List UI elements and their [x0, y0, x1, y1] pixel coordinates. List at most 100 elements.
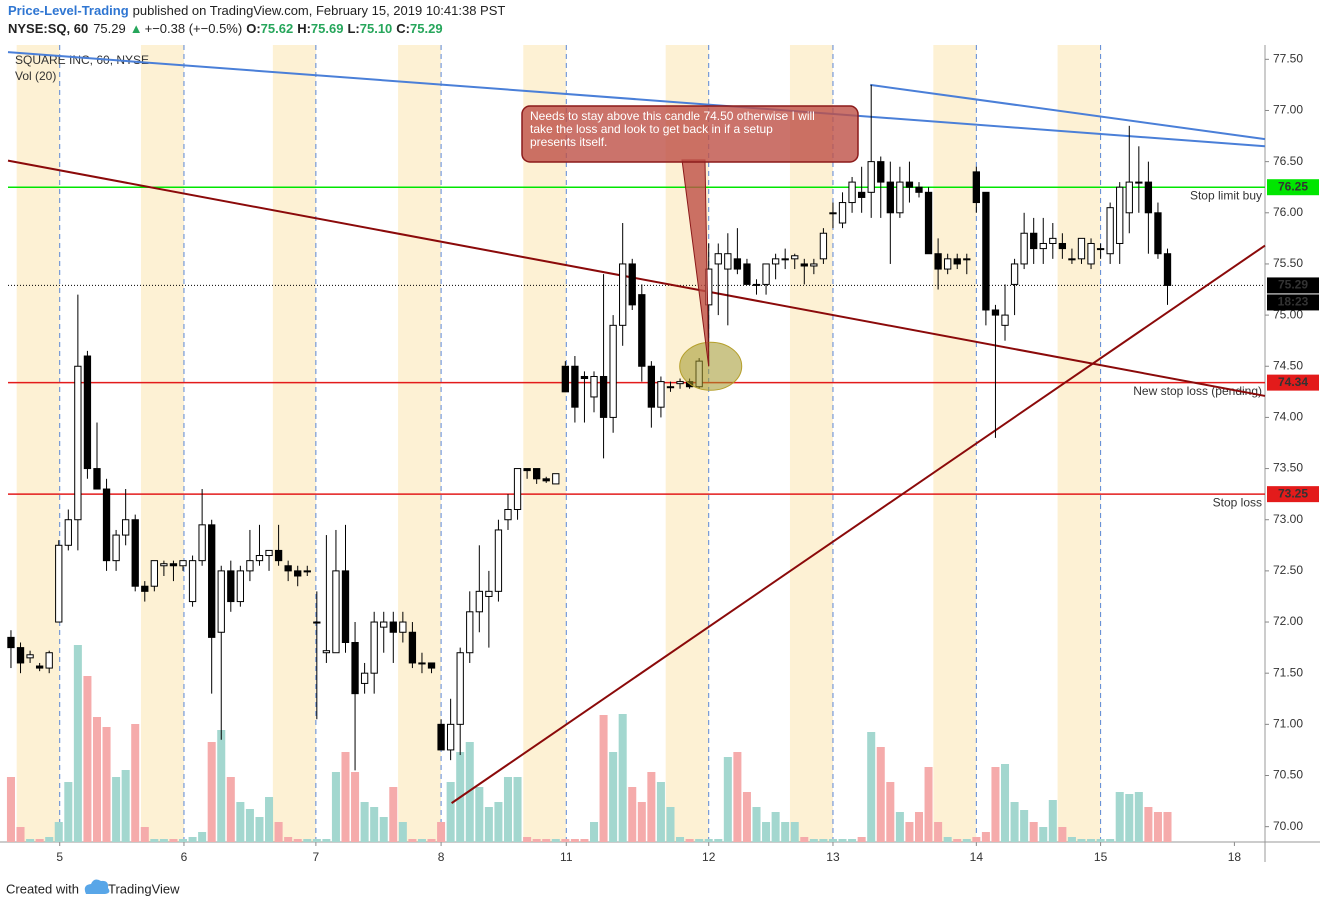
y-tick-label: 70.50 [1273, 768, 1303, 782]
candle-body [122, 519, 130, 536]
candle-body [1154, 212, 1162, 255]
candle-body [1058, 242, 1067, 250]
candle-body [485, 590, 493, 597]
volume-bar [92, 717, 102, 842]
candle-body [437, 723, 445, 751]
o-value: 75.62 [261, 21, 294, 36]
volume-bar [1067, 837, 1076, 842]
candle-body [389, 621, 397, 633]
volume-bar [695, 839, 704, 842]
volume-bar [762, 822, 771, 842]
h-key: H: [297, 21, 311, 36]
callout-holder: Needs to stay above this candle 74.50 ot… [530, 110, 815, 149]
volume-bar [523, 837, 532, 842]
volume-bar [274, 822, 283, 842]
c-key: C: [396, 21, 410, 36]
volume-bar [1144, 807, 1153, 842]
volume-bar [1096, 839, 1105, 842]
volume-bar [895, 812, 904, 842]
candle-body [274, 549, 283, 562]
change: +−0.38 (+−0.5%) [145, 21, 243, 36]
vol-title: Vol (20) [15, 69, 56, 83]
volume-bar [580, 839, 589, 842]
candle-body [332, 570, 340, 654]
candle-body [93, 468, 101, 490]
candle-body [1144, 181, 1153, 214]
x-tick-label: 8 [438, 850, 445, 864]
volume-bar [1001, 764, 1010, 842]
candle-body [399, 621, 407, 633]
volume-bar [1125, 794, 1134, 842]
footer-brand: TradingView [108, 881, 180, 896]
volume-bar [886, 782, 895, 842]
candle-body [112, 534, 120, 562]
volume-bar [570, 839, 579, 842]
volume-bar [408, 839, 417, 842]
candle-body [265, 549, 273, 557]
symbol-line: NYSE:SQ, 60 75.29 ▲ +−0.38 (+−0.5%) O:75.62 H… [8, 21, 443, 36]
volume-bar [647, 772, 656, 842]
volume-bar [331, 772, 340, 842]
candle-body [838, 202, 847, 224]
volume-bar [255, 817, 264, 842]
y-tick-label: 77.50 [1273, 51, 1303, 65]
level-price-box [1267, 486, 1319, 503]
candle-body [360, 672, 369, 684]
candle-body [475, 590, 483, 613]
candle-body [45, 652, 53, 669]
y-tick-label: 74.00 [1273, 410, 1303, 424]
y-tick-label: 73.50 [1273, 461, 1303, 475]
candle-body [64, 519, 72, 546]
pane-title: SQUARE INC, 60, NYSE [15, 53, 149, 67]
volume-bar [265, 797, 274, 842]
volume-bar [1058, 827, 1067, 842]
countdown-box [1267, 294, 1319, 311]
candle-body [494, 529, 503, 592]
y-tick-label: 72.50 [1273, 563, 1303, 577]
candle-body [743, 263, 751, 285]
candle-body [313, 621, 321, 624]
candle-body [924, 191, 933, 255]
volume-bar [64, 782, 73, 842]
candle-body [141, 585, 149, 592]
candle-body [752, 283, 761, 286]
footer-prefix: Created with [6, 881, 79, 896]
volume-bar [475, 787, 484, 842]
candle-body [1030, 232, 1038, 250]
candle-body [1068, 258, 1076, 261]
candle-body [1135, 181, 1143, 184]
volume-bar [685, 839, 694, 842]
candle-body [733, 258, 742, 270]
volume-bar [427, 839, 436, 842]
candle-body [896, 181, 904, 214]
volume-bar [207, 742, 216, 842]
volume-bar [370, 807, 379, 842]
volume-bar [513, 777, 522, 842]
trendline [451, 244, 1266, 804]
level-label: Stop limit buy [1190, 188, 1262, 202]
y-tick-label: 76.50 [1273, 154, 1303, 168]
candle-body [322, 650, 331, 654]
x-tick-label: 12 [702, 850, 716, 864]
candle-body [638, 294, 646, 367]
candle-body [35, 665, 44, 669]
volume-bar [198, 832, 207, 842]
candle-body [829, 212, 837, 215]
level-price-label: 73.25 [1278, 486, 1308, 500]
volume-bar [905, 822, 914, 842]
author: Price-Level-Trading [8, 3, 129, 18]
symbol: NYSE:SQ, 60 [8, 21, 88, 36]
volume-bar [1029, 822, 1038, 842]
volume-bar [1020, 810, 1029, 842]
level-label: Stop loss [1213, 495, 1262, 509]
l-key: L: [347, 21, 359, 36]
candle-body [599, 375, 608, 418]
candle-body [236, 570, 245, 603]
candle-body [504, 508, 512, 521]
volume-bar [102, 727, 111, 842]
level-price-box [1267, 179, 1319, 196]
y-tick-label: 70.00 [1273, 819, 1303, 833]
volume-bar [178, 839, 188, 842]
candle-body [227, 570, 235, 603]
candle-body [408, 631, 417, 664]
